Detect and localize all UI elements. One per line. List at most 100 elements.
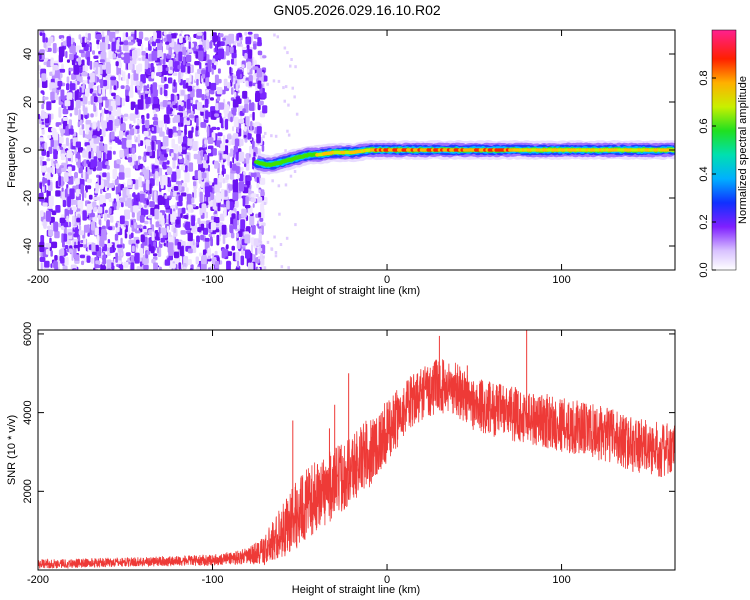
noise-cell: [156, 72, 162, 77]
noise-cell: [238, 181, 245, 192]
noise-cell: [85, 119, 92, 125]
noise-cell: [190, 239, 193, 247]
noise-cell: [234, 138, 240, 147]
noise-cell: [96, 44, 100, 49]
noise-cell: [289, 174, 293, 178]
noise-cell: [58, 137, 64, 144]
noise-cell: [74, 178, 80, 185]
noise-cell: [137, 38, 142, 47]
noise-cell: [188, 36, 192, 42]
noise-cell: [221, 164, 225, 170]
noise-cell: [116, 260, 122, 265]
noise-cell: [216, 234, 220, 246]
noise-cell: [215, 103, 219, 111]
noise-cell: [259, 252, 263, 262]
noise-cell: [192, 104, 198, 109]
noise-cell: [78, 230, 84, 236]
noise-cell: [55, 190, 61, 197]
noise-cell: [125, 225, 128, 233]
noise-cell: [226, 60, 231, 66]
noise-cell: [77, 213, 81, 218]
noise-cell: [125, 167, 131, 178]
noise-cell: [236, 151, 239, 161]
noise-cell: [77, 147, 84, 153]
noise-cell: [273, 33, 276, 37]
noise-cell: [209, 181, 213, 186]
noise-cell: [180, 101, 184, 107]
noise-cell: [114, 179, 119, 186]
noise-cell: [100, 79, 104, 89]
noise-cell: [259, 240, 263, 244]
noise-cell: [185, 35, 189, 41]
noise-cell: [78, 225, 82, 231]
noise-cell: [232, 126, 235, 132]
noise-cell: [168, 47, 173, 56]
noise-cell: [52, 129, 57, 138]
noise-cell: [250, 237, 255, 247]
noise-cell: [295, 112, 299, 116]
noise-cell: [97, 96, 103, 103]
noise-cell: [125, 85, 129, 90]
noise-cell: [123, 146, 129, 157]
noise-cell: [82, 94, 88, 105]
noise-cell: [59, 146, 64, 150]
noise-cell: [231, 58, 235, 65]
noise-cell: [171, 152, 174, 158]
noise-cell: [168, 128, 173, 138]
noise-cell: [91, 257, 94, 264]
noise-cell: [179, 36, 183, 44]
noise-cell: [152, 253, 158, 257]
noise-cell: [227, 155, 230, 166]
noise-cell: [247, 132, 250, 140]
noise-cell: [127, 73, 131, 79]
noise-cell: [161, 227, 167, 236]
noise-cell: [130, 232, 134, 239]
noise-cell: [98, 226, 102, 234]
noise-cell: [113, 198, 117, 204]
noise-cell: [102, 128, 106, 137]
noise-cell: [252, 111, 255, 121]
noise-cell: [82, 150, 88, 158]
noise-cell: [54, 255, 58, 261]
noise-cell: [69, 53, 74, 61]
noise-cell: [143, 85, 148, 93]
noise-cell: [49, 36, 54, 44]
noise-cell: [154, 208, 159, 220]
noise-cell: [155, 39, 161, 44]
noise-cell: [143, 131, 149, 136]
noise-cell: [116, 107, 121, 116]
noise-cell: [223, 135, 226, 145]
noise-cell: [266, 240, 270, 244]
noise-cell: [183, 135, 188, 143]
noise-cell: [62, 41, 67, 46]
noise-cell: [210, 40, 213, 49]
noise-cell: [258, 100, 264, 106]
noise-cell: [277, 184, 281, 188]
noise-cell: [160, 127, 163, 136]
noise-cell: [135, 65, 141, 74]
noise-cell: [126, 134, 132, 141]
noise-cell: [242, 195, 246, 207]
noise-cell: [170, 33, 177, 39]
noise-cell: [260, 191, 265, 196]
noise-cell: [96, 196, 100, 201]
noise-cell: [40, 90, 45, 94]
noise-cell: [94, 63, 98, 75]
noise-cell: [225, 174, 230, 180]
noise-cell: [214, 113, 219, 117]
noise-cell: [178, 195, 183, 202]
noise-cell: [100, 264, 106, 270]
noise-cell: [130, 255, 135, 263]
noise-cell: [193, 181, 197, 187]
noise-cell: [47, 167, 53, 173]
noise-cell: [196, 117, 199, 127]
spectrogram-y-label: Frequency (Hz): [6, 112, 18, 188]
noise-cell: [205, 92, 210, 97]
noise-cell: [273, 235, 276, 239]
noise-cell: [284, 85, 288, 89]
colorbar: 0.0 0.2 0.4 0.6 0.8 Normalized spectral ampl…: [698, 29, 749, 278]
noise-cell: [284, 183, 288, 187]
noise-cell: [98, 175, 101, 186]
noise-cell: [163, 114, 170, 124]
noise-cell: [238, 151, 245, 162]
